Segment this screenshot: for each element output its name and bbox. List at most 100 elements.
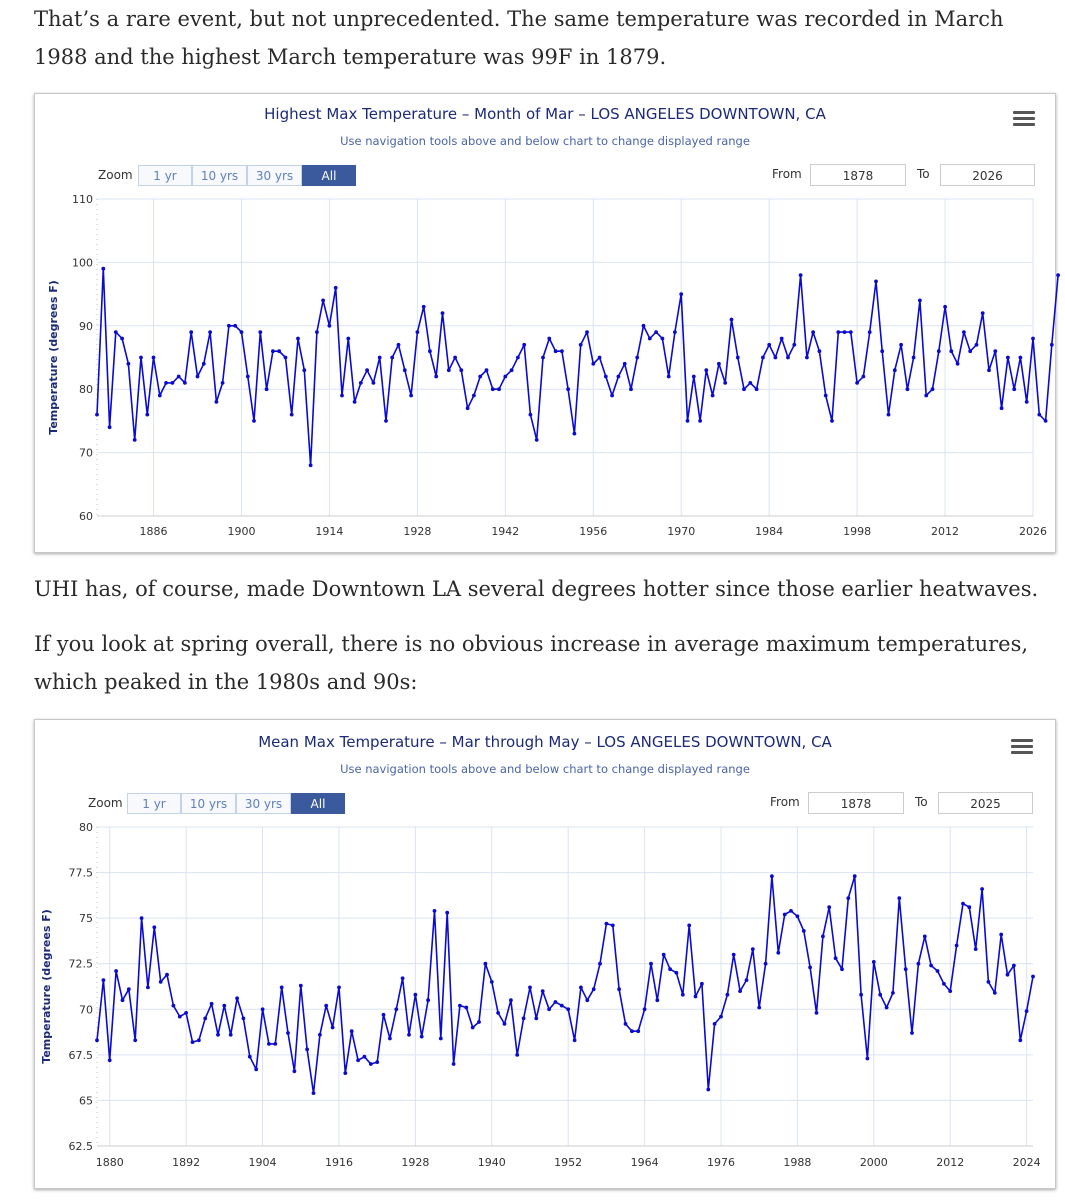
x-tick-label: 1928 [403, 525, 431, 538]
data-point [763, 961, 768, 966]
zoom-all-button[interactable]: All [302, 165, 356, 186]
to-label: To [915, 795, 928, 809]
data-point [1018, 1038, 1023, 1043]
article-paragraph: If you look at spring overall, there is … [34, 632, 1029, 694]
data-point [623, 1022, 628, 1026]
data-point [698, 419, 702, 423]
data-point [419, 1034, 424, 1039]
data-point [649, 961, 653, 966]
x-tick-label: 1928 [401, 1156, 429, 1169]
data-point [195, 374, 200, 379]
chart-panel-spring-mean-max: Mean Max Temperature – Mar through May –… [34, 719, 1056, 1189]
to-date-input[interactable]: 2025 [938, 792, 1033, 814]
data-point [1049, 342, 1054, 347]
data-point [267, 1042, 271, 1046]
data-point [1024, 400, 1029, 404]
data-point [1031, 336, 1035, 341]
series-line [96, 267, 1059, 467]
data-point [935, 969, 940, 973]
x-tick-label: 1970 [667, 525, 695, 538]
data-point [371, 381, 376, 385]
chart-title: Mean Max Temperature – Mar through May –… [258, 733, 832, 751]
x-tick-label: 2012 [936, 1156, 964, 1169]
data-point [1012, 963, 1016, 968]
data-point [356, 1058, 360, 1063]
hamburger-menu-icon[interactable] [1011, 736, 1033, 754]
data-point [189, 330, 194, 334]
zoom-10yrs-button[interactable]: 10 yrs [181, 793, 236, 814]
data-point [967, 905, 972, 910]
data-point [735, 355, 740, 360]
data-point [798, 273, 803, 277]
to-date-input[interactable]: 2026 [940, 164, 1035, 186]
data-point [497, 387, 501, 392]
hamburger-menu-icon[interactable] [1013, 108, 1035, 126]
data-point [298, 983, 303, 988]
zoom-1yr-button[interactable]: 1 yr [138, 165, 192, 186]
data-point [368, 1062, 373, 1066]
data-point [509, 368, 514, 373]
data-point [578, 342, 583, 347]
y-tick-label: 90 [79, 320, 93, 333]
zoom-all-button[interactable]: All [291, 793, 345, 814]
data-point [924, 393, 929, 398]
data-point [817, 349, 822, 354]
data-point [176, 374, 181, 379]
data-point [852, 874, 857, 879]
x-tick-label: 1940 [478, 1156, 506, 1169]
data-point [641, 323, 646, 328]
data-point [358, 381, 363, 385]
data-point [209, 1001, 214, 1006]
data-point [502, 1022, 507, 1026]
data-point [874, 279, 878, 284]
data-point [352, 400, 357, 404]
data-point [453, 355, 457, 360]
data-point [440, 311, 445, 315]
data-point [521, 1016, 526, 1021]
data-point [776, 950, 781, 955]
data-point [929, 963, 933, 968]
y-tick-label: 62.5 [69, 1140, 94, 1153]
zoom-1yr-button[interactable]: 1 yr [127, 793, 181, 814]
data-point [394, 1007, 399, 1012]
from-date-input[interactable]: 1878 [808, 792, 904, 814]
data-point [145, 412, 150, 417]
data-point [585, 998, 590, 1003]
data-point [177, 1014, 182, 1019]
data-point [349, 1029, 354, 1034]
data-point [151, 355, 156, 360]
data-point [114, 969, 118, 973]
data-point [289, 412, 294, 417]
data-point [107, 1058, 112, 1063]
y-tick-label: 80 [79, 383, 93, 396]
from-date-input[interactable]: 1878 [810, 164, 906, 186]
zoom-10yrs-button[interactable]: 10 yrs [192, 165, 247, 186]
data-point [795, 914, 800, 919]
data-point [428, 349, 432, 354]
data-point [343, 1071, 348, 1075]
data-point [738, 989, 742, 993]
data-point [346, 336, 351, 341]
data-point [700, 981, 704, 986]
data-point [1037, 412, 1042, 417]
zoom-30yrs-button[interactable]: 30 yrs [236, 793, 291, 814]
data-point [840, 967, 844, 972]
data-point [968, 349, 973, 354]
x-tick-label: 1984 [755, 525, 783, 538]
data-point [884, 1005, 889, 1010]
data-point [472, 393, 476, 398]
data-point [470, 1025, 475, 1030]
data-point [126, 987, 131, 992]
data-point [1024, 1009, 1029, 1013]
chart-subtitle: Use navigation tools above and below cha… [340, 134, 750, 148]
data-point [113, 330, 118, 334]
data-point [566, 387, 570, 392]
data-point [228, 1032, 233, 1037]
zoom-30yrs-button[interactable]: 30 yrs [247, 165, 302, 186]
data-point [458, 1003, 462, 1008]
data-point [948, 989, 953, 993]
x-tick-label: 1916 [325, 1156, 353, 1169]
data-point [805, 355, 809, 360]
data-point [687, 923, 692, 928]
data-point [426, 998, 430, 1003]
